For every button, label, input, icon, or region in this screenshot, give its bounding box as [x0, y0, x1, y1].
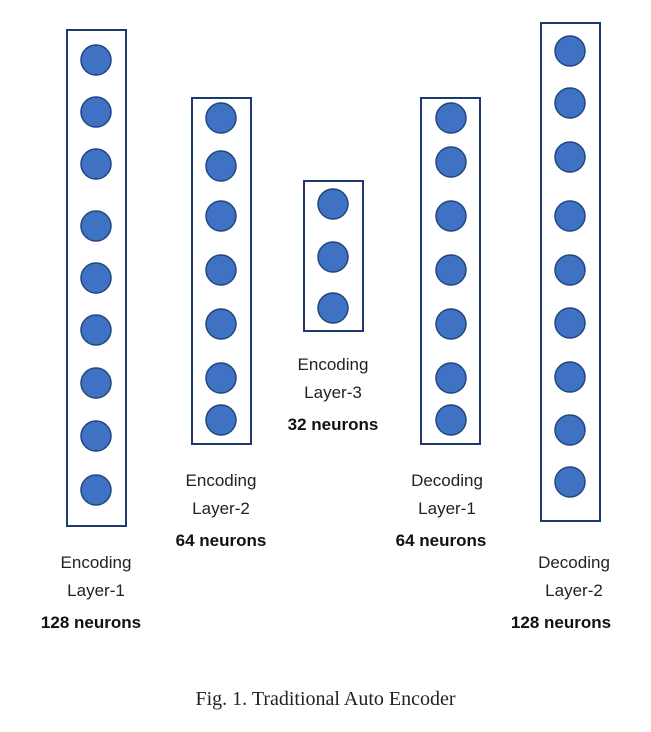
figure-caption: Fig. 1. Traditional Auto Encoder	[195, 688, 456, 710]
neuron	[554, 361, 586, 393]
layer-name: Encoding	[186, 471, 257, 490]
layer-box	[303, 180, 364, 332]
neuron	[205, 200, 237, 232]
layer-encoding-1: Encoding Layer-1 128 neurons	[41, 29, 141, 632]
neuron	[80, 262, 112, 294]
neuron	[80, 210, 112, 242]
layer-sub: Layer-1	[418, 499, 476, 518]
neuron	[205, 362, 237, 394]
layer-box	[66, 29, 127, 527]
neuron	[80, 96, 112, 128]
neuron	[435, 102, 467, 134]
neuron	[80, 314, 112, 346]
neuron	[435, 362, 467, 394]
neuron	[205, 404, 237, 436]
layer-sub: Layer-2	[545, 581, 603, 600]
layer-sub: Layer-2	[192, 499, 250, 518]
layer-sub: Layer-1	[67, 581, 125, 600]
layer-decoding-1: Decoding Layer-1 64 neurons	[396, 97, 487, 550]
neuron	[80, 148, 112, 180]
neuron	[554, 466, 586, 498]
autoencoder-diagram: Encoding Layer-1 128 neurons Encoding La…	[41, 22, 611, 632]
neuron	[80, 474, 112, 506]
layer-sub: Layer-3	[304, 383, 362, 402]
neuron	[205, 308, 237, 340]
neuron	[435, 308, 467, 340]
layer-neurons: 128 neurons	[41, 613, 141, 632]
layer-box	[420, 97, 481, 445]
layer-neurons: 64 neurons	[176, 531, 267, 550]
layer-name: Encoding	[298, 355, 369, 374]
neuron	[205, 254, 237, 286]
neuron	[554, 307, 586, 339]
neuron	[80, 44, 112, 76]
neuron	[205, 150, 237, 182]
neuron	[317, 188, 349, 220]
neuron	[205, 102, 237, 134]
neuron	[554, 141, 586, 173]
layer-encoding-2: Encoding Layer-2 64 neurons	[176, 97, 267, 550]
neuron	[80, 420, 112, 452]
neuron	[317, 292, 349, 324]
neuron	[80, 367, 112, 399]
layer-decoding-2: Decoding Layer-2 128 neurons	[511, 22, 611, 632]
layer-neurons: 32 neurons	[288, 415, 379, 434]
layer-name: Encoding	[61, 553, 132, 572]
layer-name: Decoding	[411, 471, 483, 490]
neuron	[554, 87, 586, 119]
neuron	[435, 404, 467, 436]
layer-neurons: 64 neurons	[396, 531, 487, 550]
layer-name: Decoding	[538, 553, 610, 572]
layer-box	[191, 97, 252, 445]
neuron	[435, 200, 467, 232]
layer-neurons: 128 neurons	[511, 613, 611, 632]
layer-box	[540, 22, 601, 522]
neuron	[554, 254, 586, 286]
neuron	[554, 200, 586, 232]
neuron	[554, 35, 586, 67]
layer-encoding-3: Encoding Layer-3 32 neurons	[288, 180, 379, 434]
neuron	[435, 254, 467, 286]
neuron	[317, 241, 349, 273]
neuron	[554, 414, 586, 446]
neuron	[435, 146, 467, 178]
